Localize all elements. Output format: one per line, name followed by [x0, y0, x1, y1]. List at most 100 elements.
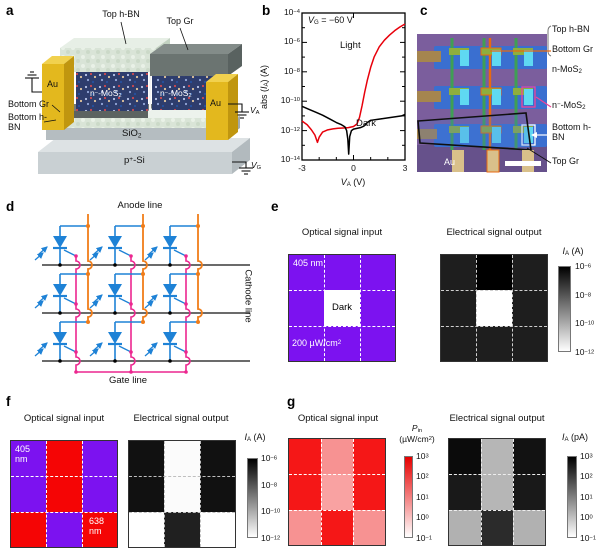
- au-right-top: [206, 74, 238, 82]
- label-c-bottom-hbn: Bottom h-BN: [552, 122, 592, 143]
- grid-cell: [321, 474, 353, 510]
- panel-f-output-title: Electrical signal output: [133, 413, 229, 424]
- label-top-gr: Top Gr: [166, 16, 194, 26]
- annotation-405nm-e: 405 nm: [293, 258, 324, 268]
- grid-cell: [164, 441, 200, 477]
- grid-cell: [441, 290, 477, 326]
- colorbar-tick-label: 10−6: [575, 261, 592, 271]
- legend-bracket: [547, 25, 552, 57]
- grid-cell: [353, 509, 385, 545]
- label-c-top-hbn: Top h-BN: [552, 24, 590, 34]
- colorbar-tick-label: 10−1: [416, 532, 433, 543]
- panel-g-input-title: Optical signal input: [297, 413, 379, 424]
- colorbar-tick-label: 101: [580, 491, 593, 502]
- grid-cell: [481, 439, 513, 475]
- ground-left: [25, 71, 42, 93]
- grid-cell: [449, 439, 481, 475]
- top-gr-top: [150, 44, 242, 54]
- side-electrode: [417, 91, 441, 102]
- psi-slab-front: [38, 152, 232, 174]
- gate-junction-dots: [74, 254, 188, 374]
- sio2-slab-front: [46, 128, 224, 140]
- anode-junction-dots: [86, 224, 200, 324]
- grid-cell: [199, 441, 235, 477]
- colorbar-tick-label: 103: [580, 451, 593, 461]
- label-cathode-line: Cathode line: [242, 269, 254, 323]
- leader-lines: [43, 21, 189, 123]
- colorbar-g-input: [404, 456, 413, 538]
- colorbar-tick-label: 10−1: [580, 532, 597, 543]
- cathode-junction-dots: [58, 263, 172, 363]
- panel-label-c: c: [420, 3, 428, 18]
- grid-cell: [449, 474, 481, 510]
- photodetector-cell: [35, 226, 88, 265]
- au-right-front: [206, 82, 228, 140]
- axis-tick-label: 3: [402, 163, 408, 173]
- axis-tick-label: 0: [351, 163, 356, 173]
- au-left-side: [64, 56, 74, 130]
- photodetector-cell: [90, 274, 143, 313]
- colorbar-tick-label: 10−6: [261, 453, 278, 463]
- x-axis-label: VA (V): [340, 177, 366, 189]
- panel-g-output-title: Electrical signal output: [449, 413, 545, 424]
- bottom-pad: [486, 149, 500, 173]
- colorbar-tick-label: 100: [580, 512, 593, 523]
- series-light: [301, 23, 406, 144]
- colorbar-tick-label: 101: [416, 491, 429, 502]
- grid-cell: [289, 325, 325, 361]
- grid-cell: [46, 476, 82, 512]
- grid-cell: [289, 290, 325, 326]
- top-gr-side: [228, 44, 242, 76]
- colorbar-ticks-g-input: 103 102 101 100 10−1: [416, 452, 432, 542]
- au-right-side: [228, 74, 238, 140]
- grid-cell: [359, 290, 395, 326]
- grid-cell: [476, 255, 512, 291]
- colorbar-tick-label: 100: [416, 512, 429, 523]
- label-bottom-hbn: Bottom h-BN: [8, 112, 48, 133]
- grid-cell: [513, 439, 545, 475]
- colorbar-tick-label: 102: [416, 471, 429, 482]
- grid-cell: [11, 476, 47, 512]
- grid-cell: [129, 511, 165, 547]
- grid-cell: [164, 476, 200, 512]
- top-gr-front: [150, 54, 228, 76]
- colorbar-tick-label: 10−8: [261, 479, 278, 490]
- series-dark: [301, 105, 406, 155]
- label-bottom-gr: Bottom Gr: [8, 99, 50, 109]
- nmos2-highlight-box: [521, 86, 536, 108]
- axis-tick-label: 10−8: [283, 65, 300, 76]
- panel-e-input-title: Optical signal input: [301, 227, 383, 238]
- colorbar-tick-label: 103: [416, 451, 429, 461]
- colorbar-tick-label: 10−10: [261, 506, 281, 516]
- grid-cell: [199, 511, 235, 547]
- label-vg: VG: [251, 160, 262, 172]
- grid-cell: [353, 439, 385, 475]
- ground-vg: [232, 161, 253, 175]
- label-au-left: Au: [47, 79, 59, 89]
- label-anode-line: Anode line: [117, 200, 163, 211]
- grid-cell: [289, 509, 321, 545]
- colorbar-g-output: [567, 456, 577, 538]
- label-sio2: SiO2: [122, 128, 142, 140]
- iv-plot: [301, 12, 406, 161]
- grid-cell: [353, 474, 385, 510]
- plot-annotation: VG = −60 V: [308, 15, 353, 27]
- panel-label-g: g: [287, 394, 296, 409]
- photodetector-cell: [35, 274, 88, 313]
- panel-label-f: f: [6, 394, 11, 409]
- mos2-left-front: [76, 70, 148, 111]
- grid-cell: [476, 325, 512, 361]
- label-gate-line: Gate line: [108, 375, 148, 386]
- colorbar-title-g-input: Pin (µW/cm2): [399, 423, 435, 444]
- axis-tick-label: 10−4: [283, 7, 300, 17]
- grid-cell: [81, 511, 117, 547]
- bottom-gr-front: [58, 111, 148, 118]
- grid-cell: [289, 474, 321, 510]
- au-left-front: [42, 64, 64, 130]
- grid-cell: [289, 439, 321, 475]
- grid-cell: [321, 439, 353, 475]
- colorbar-ticks-e: 10−6 10−8 10−10 10−12: [575, 262, 594, 356]
- colorbar-e: [558, 266, 571, 352]
- colorbar-title-f: IA (A): [244, 432, 266, 444]
